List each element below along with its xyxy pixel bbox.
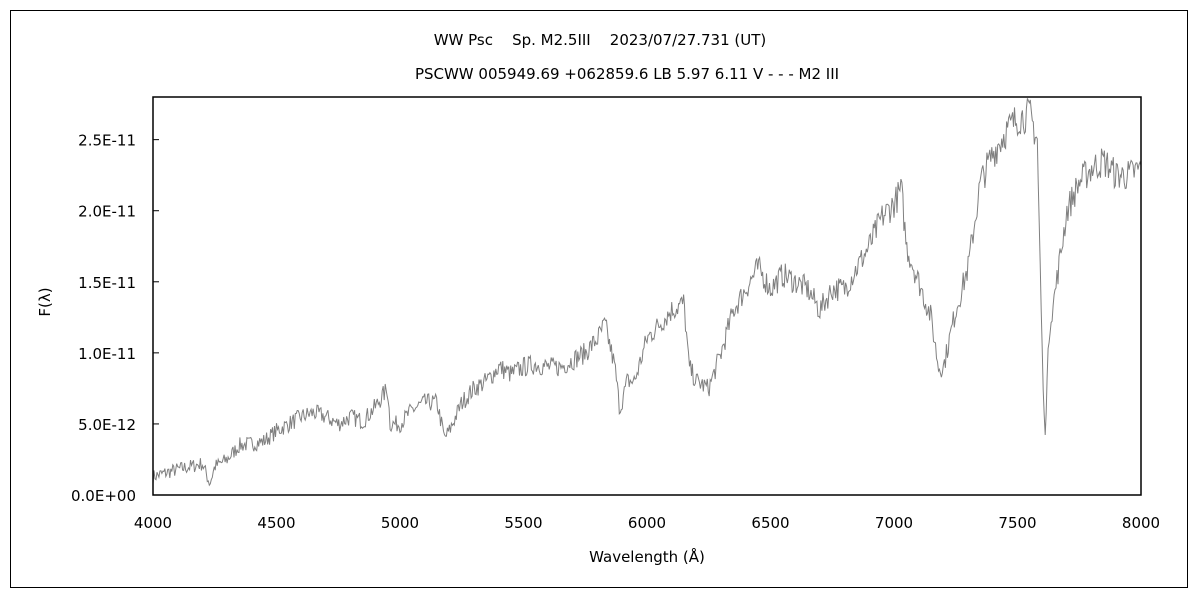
- x-tick-label: 6500: [751, 514, 789, 532]
- y-tick-label: 5.0E-12: [78, 416, 136, 434]
- x-tick-label: 5500: [504, 514, 542, 532]
- x-tick-label: 4000: [134, 514, 172, 532]
- chart-frame: [10, 10, 1188, 588]
- x-axis-label: Wavelength (Å): [589, 547, 705, 566]
- chart-title: WW Psc Sp. M2.5III 2023/07/27.731 (UT): [434, 31, 767, 49]
- chart-subtitle: PSCWW 005949.69 +062859.6 LB 5.97 6.11 V…: [415, 65, 839, 83]
- x-tick-label: 7500: [998, 514, 1036, 532]
- y-tick-label: 1.5E-11: [78, 274, 136, 292]
- y-axis-label: F(λ): [36, 287, 54, 316]
- spectrum-line: [152, 98, 1142, 487]
- plot-area: [152, 96, 1142, 496]
- x-tick-label: 4500: [257, 514, 295, 532]
- x-tick-label: 5000: [381, 514, 419, 532]
- y-tick-label: 2.0E-11: [78, 203, 136, 221]
- x-tick-label: 7000: [875, 514, 913, 532]
- y-tick-label: 0.0E+00: [71, 487, 136, 505]
- x-tick-label: 8000: [1122, 514, 1160, 532]
- x-tick-label: 6000: [628, 514, 666, 532]
- y-tick-label: 2.5E-11: [78, 132, 136, 150]
- y-tick-label: 1.0E-11: [78, 345, 136, 363]
